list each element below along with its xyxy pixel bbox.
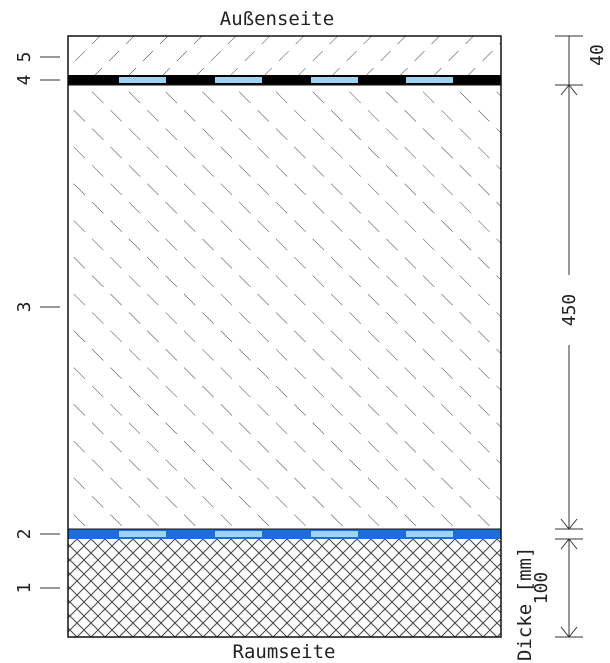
dimension-450: 450 bbox=[559, 294, 580, 327]
thickness-axis-label: Dicke [mm] bbox=[514, 547, 536, 661]
layer-1-rect bbox=[68, 539, 501, 637]
layer-number-2: 2 bbox=[14, 529, 60, 540]
dimension-100: 100 bbox=[531, 572, 552, 605]
layer-3-rect bbox=[68, 85, 501, 529]
svg-text:3: 3 bbox=[14, 302, 35, 313]
wall-outline bbox=[67, 35, 502, 638]
layer-2-foil bbox=[68, 529, 501, 539]
inside-label: Raumseite bbox=[233, 641, 336, 663]
dimension-chain bbox=[555, 35, 583, 638]
svg-text:4: 4 bbox=[14, 75, 35, 86]
svg-text:5: 5 bbox=[14, 52, 35, 63]
layer-5-rect bbox=[68, 36, 501, 75]
layer-number-4: 4 bbox=[14, 75, 60, 86]
layer-number-5: 5 bbox=[14, 52, 60, 63]
svg-text:1: 1 bbox=[14, 583, 35, 594]
layer-number-3: 3 bbox=[14, 302, 60, 313]
layer-number-1: 1 bbox=[14, 583, 60, 594]
dimension-40: 40 bbox=[587, 44, 608, 66]
outside-label: Außenseite bbox=[220, 8, 334, 30]
layer-4-foil bbox=[68, 75, 501, 85]
svg-text:2: 2 bbox=[14, 529, 35, 540]
